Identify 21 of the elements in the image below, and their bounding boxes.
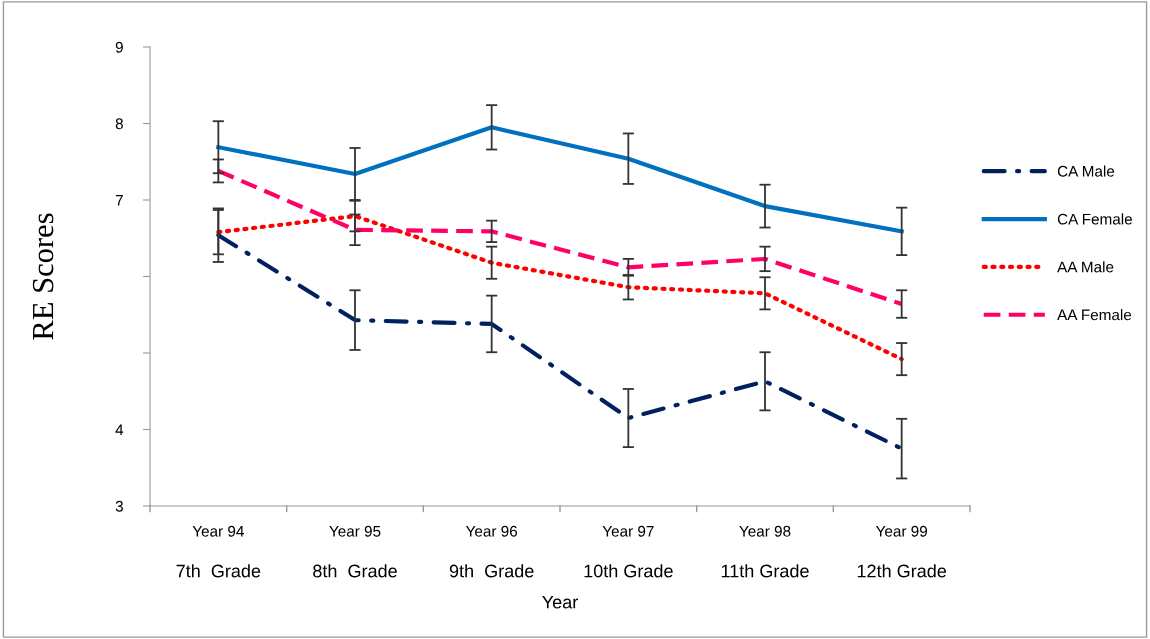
category-label: Year 94 7th Grade xyxy=(176,525,261,578)
y-tick-label: 8 xyxy=(115,118,123,130)
line-series xyxy=(216,168,904,307)
category-label: Year 99 12th Grade xyxy=(857,525,947,578)
y-axis-title: RE Scores xyxy=(32,213,54,340)
x-axis-title: Year xyxy=(542,595,578,609)
line-series xyxy=(216,125,904,234)
y-tick-label: 9 xyxy=(115,41,123,53)
legend-label: CA Female xyxy=(1057,213,1132,225)
category-label: Year 95 8th Grade xyxy=(313,525,397,578)
legend-label: CA Male xyxy=(1057,165,1115,177)
legend-label: AA Male xyxy=(1057,261,1114,273)
y-tick-label: 4 xyxy=(115,424,124,436)
category-label: Year 98 11th Grade xyxy=(721,525,809,578)
legend-label: AA Female xyxy=(1057,309,1132,321)
line-series xyxy=(216,213,904,362)
y-tick-label: 7 xyxy=(115,195,123,206)
y-tick-label: 3 xyxy=(115,500,123,512)
line-series xyxy=(216,233,904,451)
category-label: Year 97 10th Grade xyxy=(584,525,673,578)
category-label: Year 96 9th Grade xyxy=(449,525,534,578)
